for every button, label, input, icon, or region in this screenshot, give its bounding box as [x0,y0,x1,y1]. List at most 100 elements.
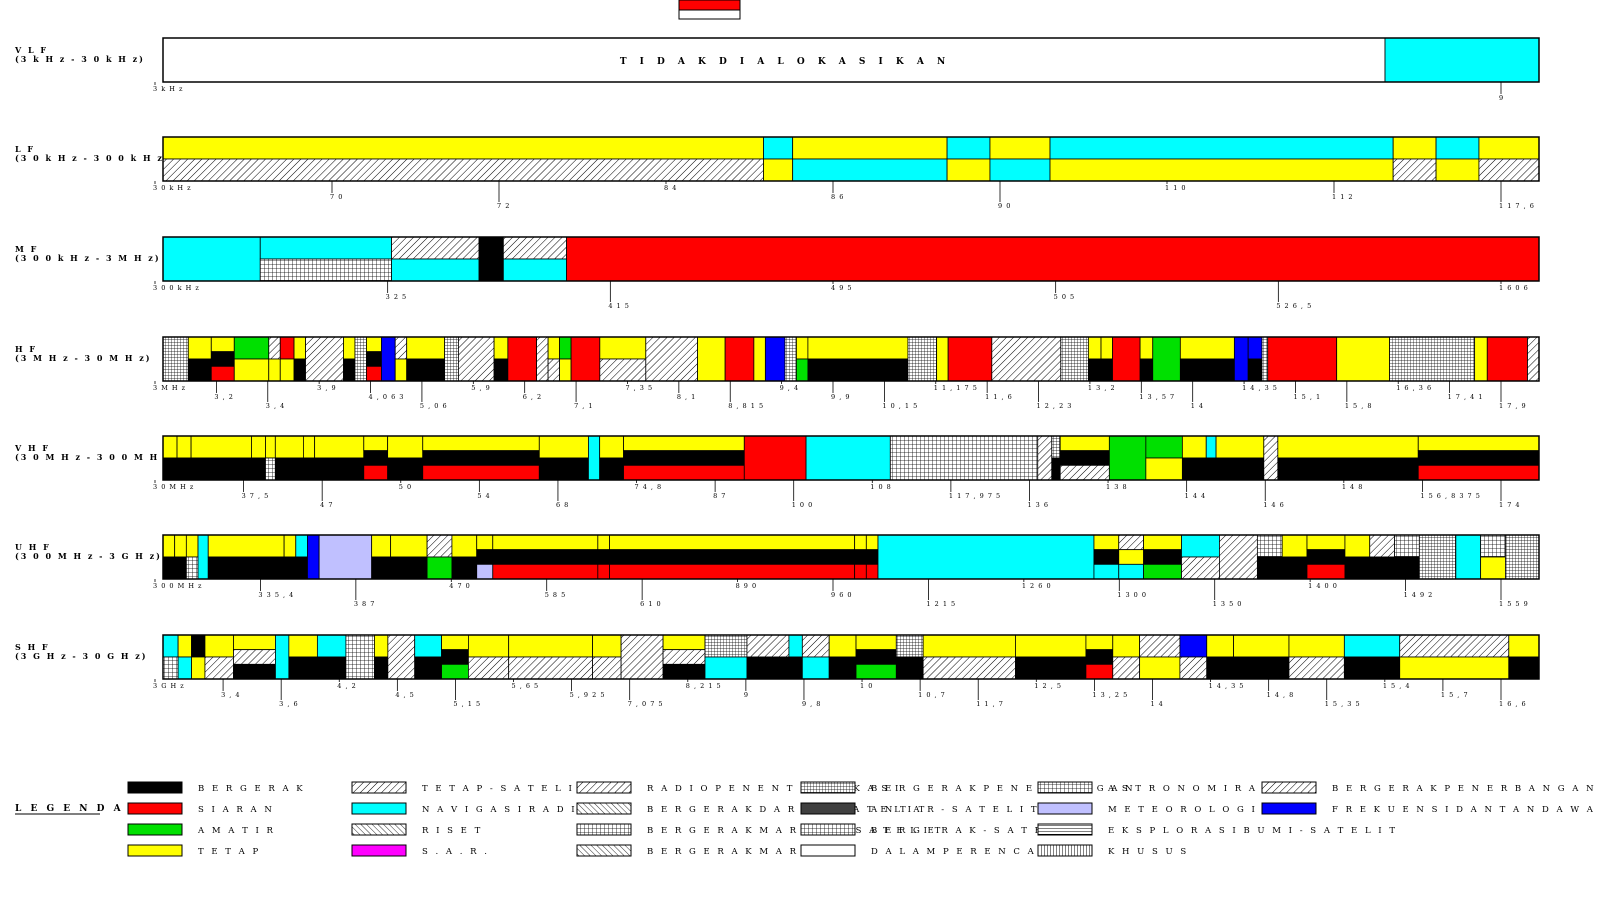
legend-label: A N T A R - S A T E L I T [870,805,1039,815]
allocation-segment [854,534,867,580]
allocation-yellow [922,634,1016,658]
allocation-segment [1051,435,1061,481]
allocation-fixsat [1118,534,1144,551]
allocation-fixsat [592,656,622,680]
allocation-fixsat [1139,634,1181,658]
band-frame [162,236,1540,282]
allocation-segment [1392,136,1437,182]
allocation-fixsat [599,358,647,382]
legend-label: R A D I O P E N E N T U / L O K A S I [647,784,901,794]
allocation-green [795,358,809,382]
allocation-yellow [1336,336,1390,382]
legend-label: B E R G E R A K M A R I T I M [647,847,850,857]
allocation-segment [1179,336,1235,382]
legend-item: S . A . R . [351,844,487,857]
allocation-segment [559,336,572,382]
tick-label: 1 5 , 1 [1293,393,1321,401]
allocation-black [1085,649,1114,665]
legend-swatch [351,823,407,836]
allocation-green [426,556,453,580]
allocation-black [288,656,318,680]
allocation-segment [1181,435,1207,481]
legend-item: S I A R A N [127,802,274,815]
legend-swatch [351,802,407,815]
allocation-segment [645,336,698,382]
allocation-cyan [792,158,948,182]
allocation-green [1108,435,1147,481]
tick-label: 1 7 , 4 1 [1448,393,1484,401]
allocation-fixsat [1112,656,1141,680]
allocation-yellow [1435,158,1480,182]
allocation-black [476,549,494,565]
allocation-segment [609,534,856,580]
allocation-yellow [1215,435,1265,459]
allocation-black [366,351,382,367]
tick-labels: 3 M H z 3 , 2 3 , 4 3 , 9 4 , 0 6 3 5 , 0 6 5 … [153,381,1526,410]
allocation-segment [936,336,949,382]
tick-label: 3 G H z [153,682,185,690]
allocation-yellow [162,136,764,160]
allocation-yellow [207,534,285,558]
allocation-red [279,336,295,360]
allocation-yellow [1508,634,1540,658]
band-name: V L F [14,45,48,55]
allocation-segment [946,136,991,182]
tick-label: 1 3 , 2 5 [1092,691,1128,699]
allocation-segment [1093,534,1120,580]
allocation-black [233,663,276,680]
allocation-black [162,556,176,580]
allocation-yellow [233,634,276,651]
legend-item: B E R G E R A K M A R I T I M [576,844,850,857]
tick-label: 3 0 0 k H z [153,284,200,292]
allocation-fixsat [394,336,408,360]
allocation-red [1267,336,1338,382]
allocation-cyan [1205,435,1217,459]
allocation-segment [162,435,178,481]
allocation-segment [233,634,276,680]
tick-label: 1 4 , 3 5 [1209,682,1245,690]
allocation-black [1093,549,1120,565]
allocation-segment [318,534,373,580]
allocation-segment [279,336,295,382]
allocation-black [295,556,308,580]
allocation-segment [191,634,206,680]
allocation-segment [162,37,1386,83]
allocation-cyan [989,158,1051,182]
tick-label: 6 8 [556,501,569,509]
legend-item: T E T A P [127,844,258,857]
allocation-segment [426,534,453,580]
allocation-segment [251,435,266,481]
legend-item: B E R G E R A K - S A T E L I T [800,823,1079,836]
tick-label: 1 0 8 [870,483,892,491]
allocation-green [1152,336,1181,382]
allocation-meteo [318,534,373,580]
tick-labels: 3 G H z 3 , 4 3 , 6 4 , 2 4 , 5 5 , 1 5 5 , 6 … [153,679,1526,708]
allocation-cyan [1435,136,1480,160]
allocation-segment [1205,435,1217,481]
tick-label: 1 5 , 3 5 [1325,700,1361,708]
legend-item: B E R G E R A K [127,781,303,794]
allocation-segment [394,336,408,382]
allocation-yellow [989,136,1051,160]
allocation-black [1087,358,1102,382]
tick-label: 7 , 1 [574,402,593,410]
allocation-segment [784,336,797,382]
tick-labels: 3 0 k H z 7 0 7 2 8 4 8 6 9 0 1 1 0 1 1 2 1 1 7 … [153,181,1534,210]
tick-label: 3 , 9 [317,384,336,392]
allocation-fixsat [233,649,276,665]
allocation-yellow [374,634,389,658]
allocation-black [1233,656,1290,680]
tick-label: 1 2 1 5 [926,600,956,608]
tick-label: 5 , 1 5 [453,700,481,708]
allocation-fixsat [1369,534,1395,558]
allocation-segment [1261,336,1269,382]
tick-label: 1 1 7 , 9 7 5 [949,492,1001,500]
allocation-fixsat [1527,336,1540,382]
allocation-black [191,634,206,658]
allocation-red [623,464,745,481]
legend-label: S I A R A N [198,805,274,815]
allocation-black [1059,450,1110,466]
allocation-segment [422,435,540,481]
allocation-fixsat [922,656,1016,680]
legend-swatch [800,823,856,836]
